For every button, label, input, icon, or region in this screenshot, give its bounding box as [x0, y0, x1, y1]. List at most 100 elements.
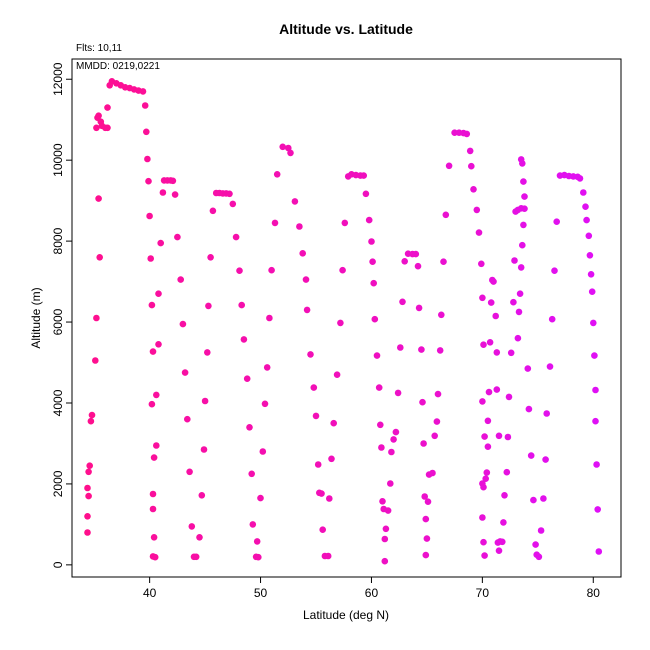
- data-point: [399, 298, 406, 306]
- y-tick-label: 8000: [51, 227, 65, 254]
- y-tick-label: 4000: [51, 389, 65, 416]
- data-point: [370, 279, 378, 287]
- data-point: [299, 250, 307, 257]
- x-tick-label: 70: [476, 586, 490, 600]
- data-point: [479, 514, 486, 521]
- data-point: [328, 455, 335, 463]
- data-point: [378, 444, 385, 451]
- data-point: [415, 304, 423, 312]
- data-point: [207, 253, 214, 261]
- data-point: [159, 189, 167, 196]
- data-point: [371, 315, 379, 323]
- data-point: [519, 160, 526, 167]
- data-point: [433, 418, 441, 425]
- data-point: [481, 433, 488, 440]
- data-point: [424, 498, 432, 506]
- data-point: [420, 440, 427, 447]
- data-point: [85, 468, 92, 476]
- data-point: [401, 258, 409, 265]
- data-point: [473, 206, 481, 214]
- data-point: [177, 276, 184, 283]
- data-point: [470, 186, 477, 193]
- data-point: [147, 255, 154, 262]
- data-point: [143, 128, 150, 136]
- data-point: [485, 388, 493, 396]
- data-point: [362, 190, 370, 198]
- annotation-mmdd: MMDD: 0219,0221: [76, 61, 160, 72]
- data-point: [515, 308, 523, 316]
- data-point: [381, 557, 389, 565]
- data-point: [576, 175, 584, 182]
- y-tick-label: 10000: [51, 143, 65, 177]
- data-point: [436, 347, 444, 354]
- data-point: [95, 112, 102, 119]
- data-point: [296, 223, 303, 230]
- chart-title: Altitude vs. Latitude: [279, 21, 413, 37]
- data-point: [287, 149, 294, 157]
- data-point: [580, 189, 587, 196]
- data-point: [525, 405, 533, 413]
- data-point: [527, 452, 535, 459]
- data-point: [583, 216, 590, 224]
- data-point: [501, 492, 508, 499]
- data-point: [591, 352, 598, 359]
- data-points: [84, 78, 603, 565]
- data-point: [85, 492, 92, 500]
- data-point: [537, 527, 545, 534]
- data-point: [419, 398, 426, 406]
- data-point: [388, 448, 395, 456]
- data-point: [478, 260, 485, 268]
- data-point: [263, 364, 271, 371]
- data-point: [546, 363, 554, 370]
- data-point: [153, 442, 160, 449]
- data-point: [503, 468, 511, 476]
- data-point: [209, 207, 217, 215]
- data-point: [314, 461, 322, 468]
- data-point: [148, 400, 156, 408]
- data-point: [593, 461, 600, 468]
- y-axis-label: Altitude (m): [29, 287, 43, 348]
- data-point: [310, 384, 318, 391]
- data-point: [291, 198, 299, 205]
- data-point: [93, 124, 100, 132]
- y-axis: 0 2000 4000 6000 8000 10000 12000: [51, 62, 72, 568]
- data-point: [495, 432, 503, 440]
- data-point: [188, 523, 196, 530]
- data-point: [257, 494, 264, 502]
- data-point: [504, 433, 512, 441]
- data-point: [201, 397, 209, 405]
- data-point: [486, 339, 494, 346]
- x-tick-label: 60: [365, 586, 379, 600]
- data-point: [240, 336, 248, 343]
- data-point: [179, 320, 187, 328]
- data-point: [153, 391, 160, 399]
- x-tick-label: 50: [254, 586, 268, 600]
- data-point: [421, 493, 429, 500]
- data-point: [422, 515, 430, 523]
- data-point: [254, 553, 262, 561]
- data-point: [204, 349, 211, 356]
- data-point: [236, 267, 243, 275]
- data-point: [333, 371, 341, 379]
- data-point: [520, 178, 527, 185]
- data-point: [587, 271, 595, 278]
- data-point: [582, 203, 589, 210]
- data-point: [259, 448, 267, 455]
- data-point: [438, 311, 445, 319]
- data-point: [253, 538, 261, 545]
- data-point: [480, 483, 487, 491]
- data-point: [521, 205, 528, 212]
- data-point: [93, 314, 100, 322]
- data-point: [157, 239, 164, 247]
- data-point: [155, 341, 162, 348]
- data-point: [479, 294, 486, 302]
- data-point: [551, 267, 558, 275]
- x-tick-label: 40: [143, 586, 157, 600]
- data-point: [480, 538, 487, 546]
- data-point: [205, 302, 212, 310]
- data-point: [273, 171, 281, 178]
- data-point: [139, 88, 147, 95]
- y-tick-label: 6000: [51, 308, 65, 335]
- data-point: [232, 233, 240, 241]
